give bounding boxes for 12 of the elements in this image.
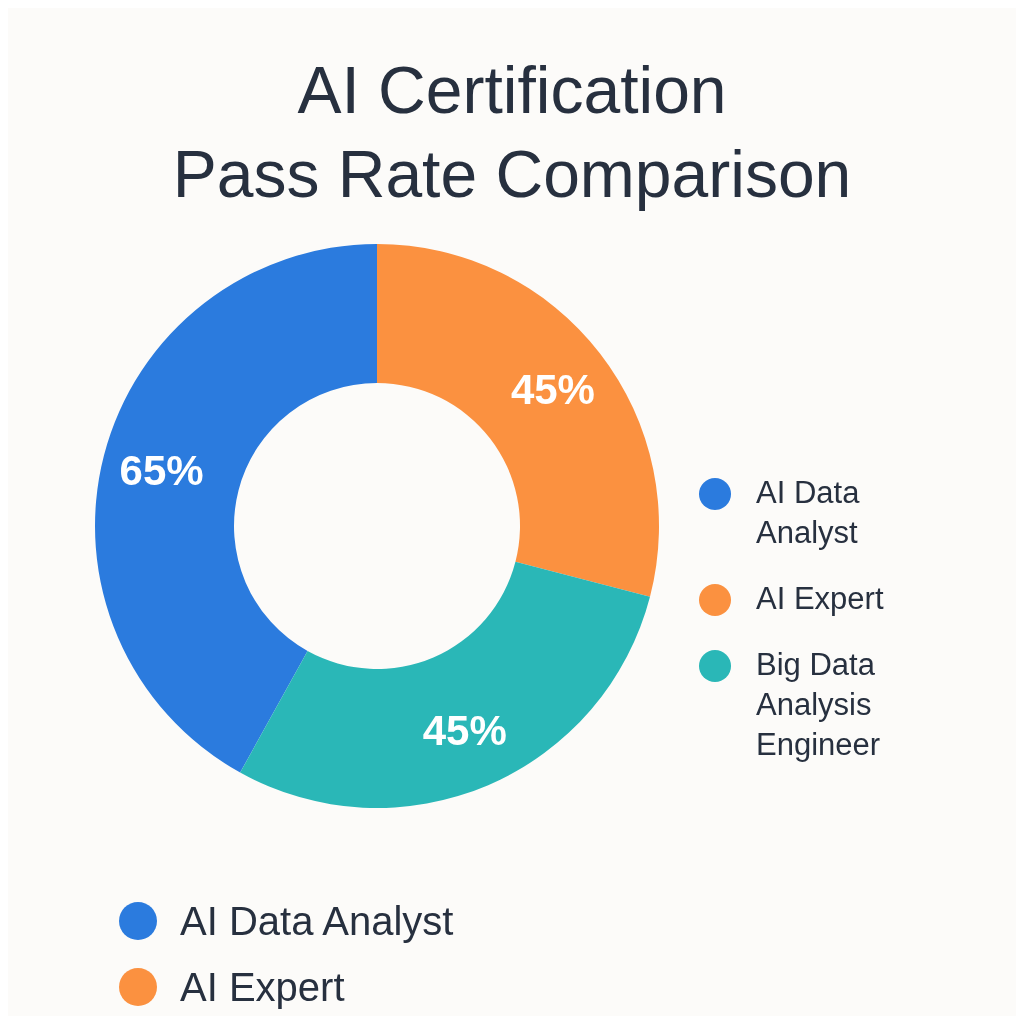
- legend-label: Big Data Analysis Engineer: [756, 646, 882, 764]
- legend-label: AI Expert: [756, 580, 885, 618]
- data-label: 45%: [510, 366, 595, 414]
- category-label: AI Expert: [180, 964, 345, 1009]
- chart-title: AI Certification Pass Rate Comparison: [171, 52, 853, 213]
- category-label: AI Data Analyst: [756, 475, 860, 550]
- data-label: 45%: [422, 706, 507, 754]
- donut-slice: [377, 244, 659, 597]
- data-label: 65%: [119, 446, 204, 494]
- donut-slice: [95, 244, 377, 773]
- donut-slice: [240, 561, 650, 808]
- legend-label: AI Data Analyst: [180, 898, 454, 944]
